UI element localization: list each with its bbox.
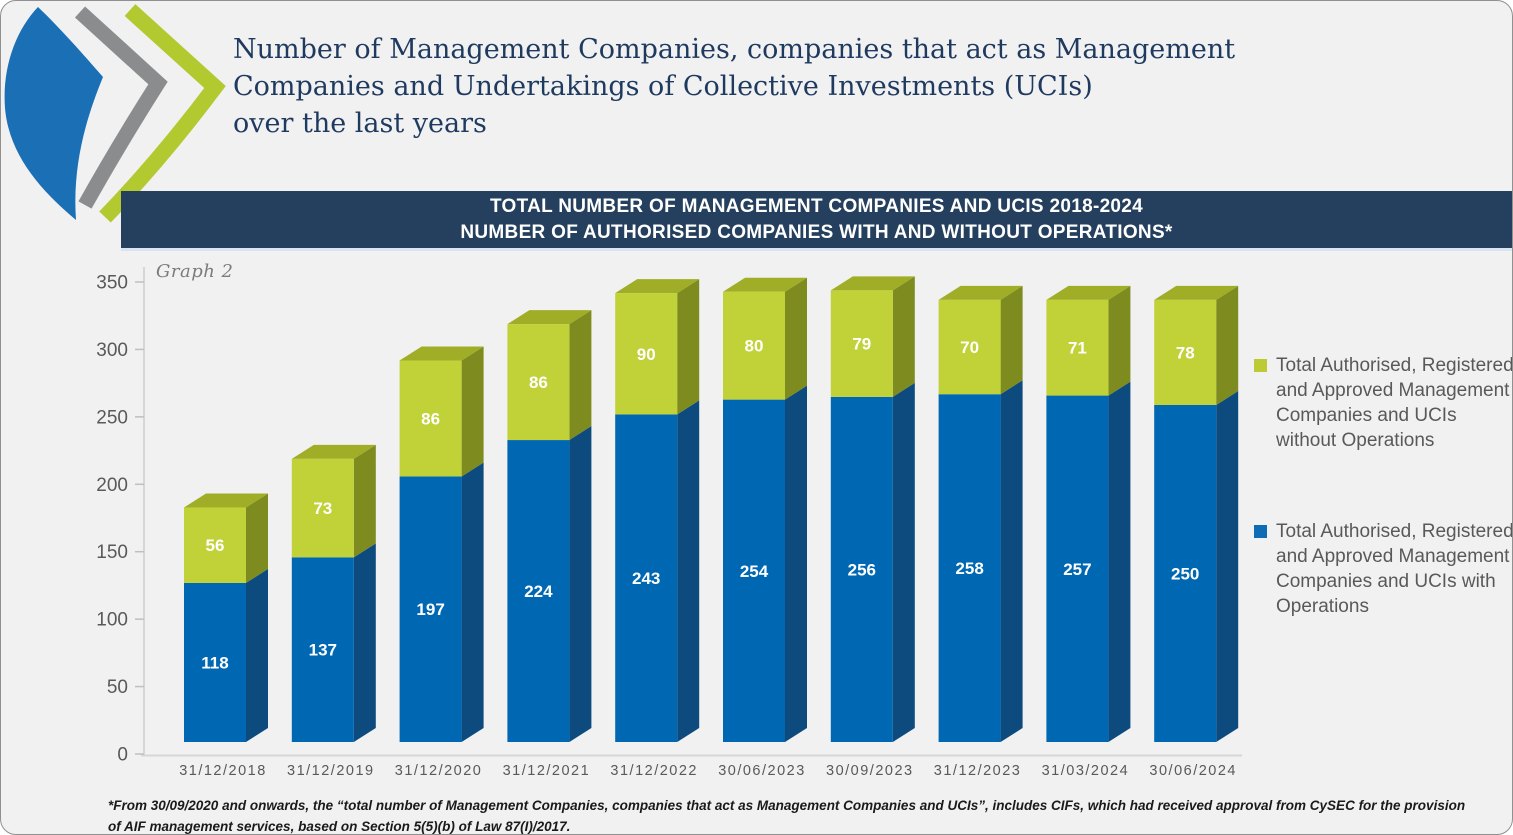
bar-value-without-operations: 86 (421, 409, 440, 428)
bar-value-with-operations: 258 (955, 559, 983, 578)
chart-banner: TOTAL NUMBER OF MANAGEMENT COMPANIES AND… (121, 191, 1512, 251)
bar-group-30-09-2023: 256 79 30/09/2023 (826, 276, 915, 779)
bar-segment-with-operations (399, 476, 462, 742)
legend-label-without-operations: Total Authorised, Registered and Approve… (1276, 355, 1513, 451)
y-tick-label: 150 (96, 542, 128, 563)
bar-group-31-12-2022: 243 90 31/12/2022 (610, 279, 700, 779)
page-title-line-2: Companies and Undertakings of Collective… (233, 71, 1093, 102)
bar-segment-without-operations (723, 291, 785, 400)
bar-value-with-operations: 118 (201, 653, 228, 672)
x-axis-label: 31/12/2021 (503, 763, 591, 779)
y-tick-label: 50 (107, 677, 128, 698)
bar-group-31-03-2024: 257 71 31/03/2024 (1042, 285, 1131, 779)
legend-swatch-blue (1254, 525, 1267, 538)
bar-segment-without-operations (938, 299, 1001, 395)
bar-segment-with-operations (830, 396, 893, 742)
bar-value-without-operations: 70 (960, 338, 979, 357)
x-axis-label: 31/12/2020 (395, 763, 483, 779)
x-axis-label: 30/06/2023 (718, 763, 806, 779)
bar-segment-with-operations (184, 582, 246, 742)
bar-value-with-operations: 137 (309, 641, 337, 660)
banner-line-2: NUMBER OF AUTHORISED COMPANIES WITH AND … (460, 221, 1173, 243)
logo-green-chevron (99, 4, 226, 223)
bar-value-with-operations: 256 (848, 560, 876, 579)
bar-group-31-12-2020: 197 86 31/12/2020 (395, 346, 484, 779)
y-tick-label: 100 (96, 610, 128, 631)
legend-label-with-operations: Total Authorised, Registered and Approve… (1276, 521, 1513, 617)
bar-group-31-12-2018: 118 56 31/12/2018 (179, 493, 268, 779)
legend-swatch-green (1254, 359, 1267, 372)
chart-axes (141, 267, 1242, 757)
bar-segment-with-operations (938, 394, 1001, 742)
bar-value-without-operations: 90 (637, 345, 656, 364)
bar-value-without-operations: 79 (852, 335, 871, 354)
x-axis-label: 31/12/2023 (934, 763, 1022, 779)
bar-segment-with-operations (615, 414, 678, 742)
bar-segment-with-operations (1154, 405, 1217, 742)
logo-blue-swoosh (4, 7, 103, 220)
bar-value-with-operations: 254 (740, 562, 769, 581)
y-tick-label: 350 (96, 272, 128, 293)
x-axis-label: 31/03/2024 (1042, 763, 1130, 779)
bar-segment-with-operations (291, 557, 354, 742)
chart-legend: Total Authorised, Registered and Approve… (1254, 353, 1513, 619)
bar-value-without-operations: 71 (1068, 339, 1087, 358)
bar-value-with-operations: 250 (1171, 565, 1199, 584)
bar-value-with-operations: 197 (416, 600, 444, 619)
y-axis-ticks: 0 50 100 150 200 250 300 350 (96, 272, 144, 766)
bar-segment-without-operations (615, 293, 678, 415)
bar-segment-without-operations (184, 507, 246, 583)
bar-value-with-operations: 243 (632, 569, 660, 588)
footnote-line-1: *From 30/09/2020 and onwards, the “total… (108, 798, 1466, 813)
x-axis-label: 31/12/2018 (179, 763, 267, 779)
graph-number-label: Graph 2 (156, 261, 234, 282)
bar-segment-without-operations (1046, 299, 1109, 396)
bar-segment-with-operations (507, 440, 570, 742)
bar-segment-without-operations (399, 360, 462, 477)
bar-value-without-operations: 73 (313, 499, 332, 518)
x-axis-label: 30/06/2024 (1149, 763, 1237, 779)
y-tick-label: 250 (96, 407, 128, 428)
bar-group-31-12-2021: 224 86 31/12/2021 (503, 310, 592, 779)
x-axis-label: 31/12/2019 (287, 763, 375, 779)
bar-group-30-06-2023: 254 80 30/06/2023 (718, 277, 807, 779)
bar-segment-with-operations (1046, 395, 1109, 742)
x-axis-label: 31/12/2022 (610, 763, 698, 779)
y-tick-label: 300 (96, 340, 128, 361)
footnote: *From 30/09/2020 and onwards, the “total… (108, 795, 1503, 834)
bar-group-31-12-2023: 258 70 31/12/2023 (934, 285, 1023, 779)
bar-value-without-operations: 86 (529, 373, 548, 392)
page-title: Number of Management Companies, companie… (233, 31, 1253, 142)
footnote-line-2: of AIF management services, based on Sec… (108, 819, 571, 834)
page-title-line-1: Number of Management Companies, companie… (233, 34, 1236, 65)
bar-value-without-operations: 78 (1176, 343, 1195, 362)
y-tick-label: 200 (96, 475, 128, 496)
bar-segment-without-operations (830, 290, 893, 397)
bar-segment-with-operations (723, 399, 785, 742)
bar-segment-without-operations (1154, 299, 1217, 405)
legend-item-with-operations: Total Authorised, Registered and Approve… (1254, 519, 1513, 619)
page-title-line-3: over the last years (233, 108, 487, 139)
y-tick-label: 0 (117, 745, 128, 766)
legend-item-without-operations: Total Authorised, Registered and Approve… (1254, 353, 1513, 453)
bar-value-without-operations: 56 (206, 536, 225, 555)
bar-value-with-operations: 257 (1063, 560, 1091, 579)
logo-gray-chevron (74, 6, 168, 209)
bar-group-31-12-2019: 137 73 31/12/2019 (287, 444, 376, 779)
bar-value-with-operations: 224 (524, 582, 553, 601)
bar-segment-without-operations (507, 324, 570, 441)
cysec-logo-icon (4, 4, 226, 223)
banner-line-1: TOTAL NUMBER OF MANAGEMENT COMPANIES AND… (489, 195, 1144, 217)
bar-segment-without-operations (291, 458, 354, 558)
bar-value-without-operations: 80 (745, 337, 764, 356)
x-axis-label: 30/09/2023 (826, 763, 914, 779)
bar-group-30-06-2024: 250 78 30/06/2024 (1149, 285, 1239, 779)
